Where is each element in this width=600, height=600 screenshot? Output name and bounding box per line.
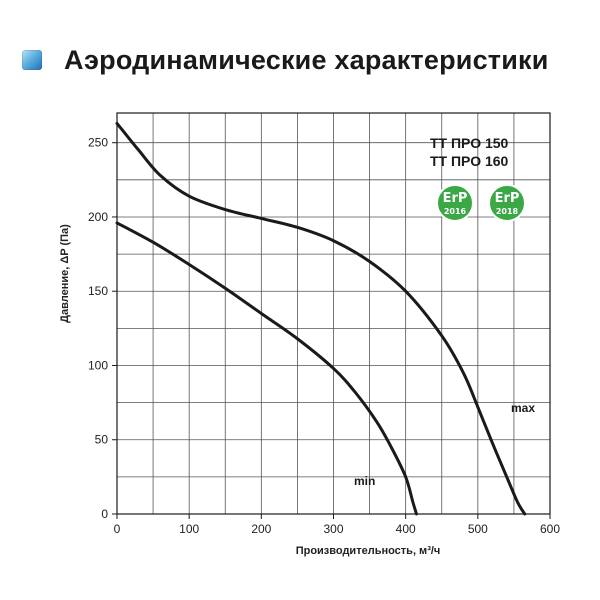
series-label-min: min: [354, 474, 375, 488]
y-tick-label: 150: [88, 284, 108, 298]
series-line-max: [115, 121, 527, 516]
page-title: Аэродинамические характеристики: [64, 44, 549, 75]
x-tick-label: 300: [323, 522, 343, 536]
model-label-160: ТТ ПРО 160: [430, 153, 509, 169]
x-tick-label: 100: [179, 522, 199, 536]
chart-curves: [115, 121, 527, 516]
series-line-min: [115, 221, 418, 516]
page-header: Аэродинамические характеристики: [22, 40, 549, 80]
x-axis-title: Производительность, м³/ч: [296, 545, 441, 557]
x-tick-labels: 0 100 200 300 400 500 600: [114, 514, 560, 536]
x-tick-label: 600: [540, 522, 560, 536]
erp-2016-badge-title: ErP: [443, 191, 468, 206]
erp-2016-badge-circle: [436, 184, 474, 222]
erp-2018-badge-circle: [488, 184, 526, 222]
erp-2018-badge: ErP 2018: [488, 184, 526, 222]
erp-2018-badge-title: ErP: [495, 191, 520, 206]
y-tick-label: 50: [95, 433, 109, 447]
x-tick-label: 0: [114, 522, 121, 536]
y-tick-label: 200: [88, 210, 108, 224]
erp-2016-badge: ErP 2016: [436, 184, 474, 222]
x-tick-label: 200: [251, 522, 271, 536]
series-label-max: max: [511, 401, 535, 415]
y-axis-title: Давление, ΔP (Па): [59, 224, 71, 323]
y-tick-label: 250: [88, 136, 108, 150]
blue-square-icon: [22, 50, 42, 70]
y-tick-label: 0: [101, 507, 108, 521]
y-tick-labels: 0 50 100 150 200 250: [88, 136, 117, 521]
erp-2016-badge-year: 2016: [444, 207, 467, 216]
erp-2018-badge-year: 2018: [496, 207, 519, 216]
model-label-150: ТТ ПРО 150: [430, 135, 509, 151]
x-tick-label: 400: [396, 522, 416, 536]
x-tick-label: 500: [468, 522, 488, 536]
chart-grid: [117, 113, 550, 514]
y-tick-label: 100: [88, 358, 108, 372]
